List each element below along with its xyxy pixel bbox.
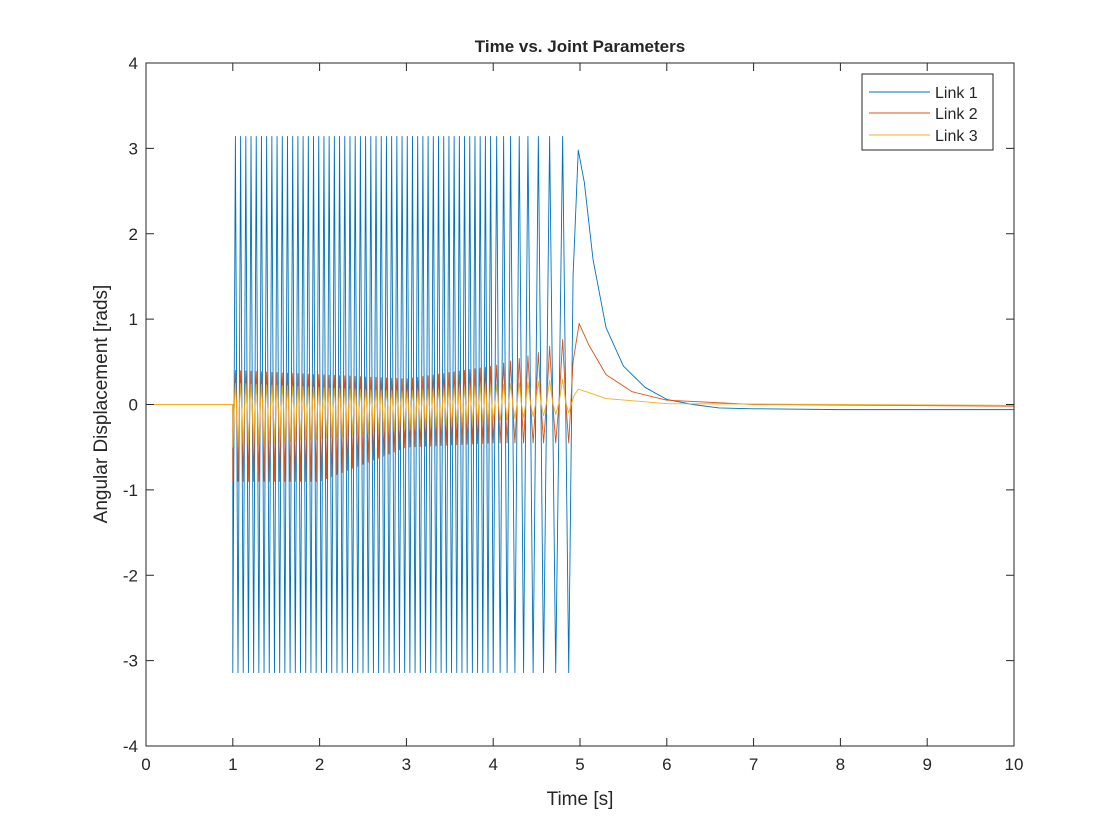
chart-title: Time vs. Joint Parameters [475, 37, 685, 56]
series-layer [146, 135, 1015, 674]
y-tick-label: -3 [123, 652, 138, 671]
y-tick-label: 0 [129, 396, 138, 415]
legend-box [861, 73, 994, 151]
y-tick-label: 3 [129, 139, 138, 158]
y-axis-label: Angular Displacement [rads] [91, 285, 112, 524]
x-tick-label: 8 [836, 755, 845, 774]
legend: Link 1 Link 2 Link 3 [861, 73, 994, 151]
legend-label-link-2: Link 2 [935, 106, 978, 123]
x-tick-label: 0 [141, 755, 150, 774]
y-tick-label: -2 [123, 566, 138, 585]
ticks-layer: 0 1 2 3 4 5 6 7 8 9 10 -4 -3 -2 -1 0 1 2 3 4 [123, 54, 1024, 774]
x-axis-label: Time [s] [547, 789, 614, 810]
x-tick-label: 1 [228, 755, 237, 774]
x-tick-label: 3 [402, 755, 411, 774]
series-line-link-3 [146, 378, 1015, 448]
legend-label-link-1: Link 1 [935, 85, 978, 102]
x-tick-label: 6 [662, 755, 671, 774]
x-tick-label: 9 [922, 755, 931, 774]
x-tick-label: 7 [749, 755, 758, 774]
x-tick-label: 10 [1005, 755, 1024, 774]
x-tick-label: 2 [315, 755, 324, 774]
y-tick-label: -1 [123, 481, 138, 500]
y-tick-label: 1 [129, 310, 138, 329]
y-tick-label: 4 [129, 54, 138, 73]
x-tick-label: 4 [488, 755, 497, 774]
x-tick-label: 5 [575, 755, 584, 774]
y-tick-label: -4 [123, 737, 138, 756]
legend-label-link-3: Link 3 [935, 128, 978, 145]
y-tick-label: 2 [129, 225, 138, 244]
series-line-link-1 [146, 135, 1014, 674]
